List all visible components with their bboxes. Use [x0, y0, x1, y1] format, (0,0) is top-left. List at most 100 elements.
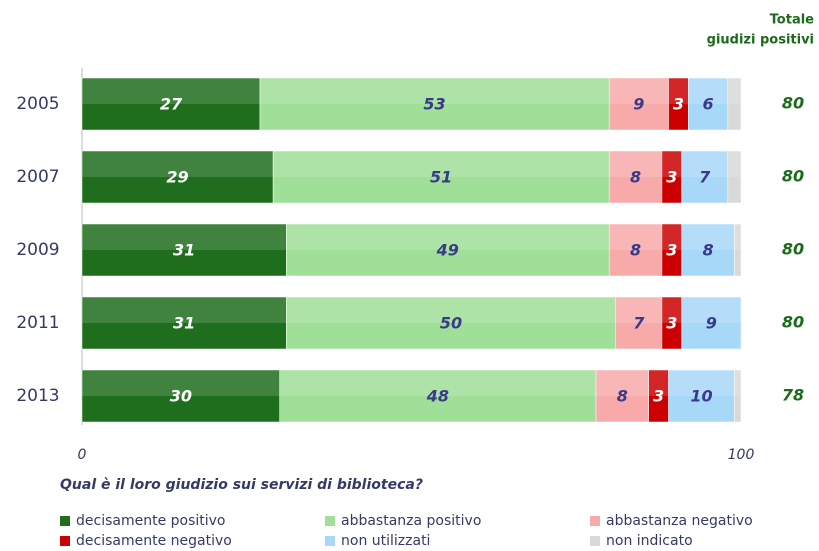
y-tick-label: 2013 — [16, 386, 59, 406]
data-label: 30 — [170, 387, 192, 406]
data-label: 3 — [673, 95, 684, 114]
bar-segment — [727, 77, 742, 131]
total-value: 78 — [782, 386, 804, 405]
bar-shade — [286, 224, 610, 250]
data-label: 31 — [173, 314, 195, 333]
legend-swatch — [60, 516, 70, 526]
bar-segment — [734, 223, 742, 277]
legend-label: decisamente negativo — [76, 533, 232, 549]
total-value: 80 — [782, 313, 804, 332]
bar-shade — [727, 151, 741, 177]
bar-shade — [279, 370, 597, 396]
data-label: 10 — [690, 387, 712, 406]
bar-shade — [609, 78, 669, 104]
bar-segment — [608, 223, 663, 277]
legend-label: decisamente positivo — [76, 513, 226, 529]
bar-shade — [273, 151, 610, 177]
total-value: 80 — [782, 167, 804, 186]
data-label: 6 — [702, 95, 713, 114]
bar-shade — [82, 224, 287, 250]
legend-label: abbastanza positivo — [341, 513, 481, 529]
bar-shade — [82, 370, 280, 396]
x-tick-label: 100 — [728, 447, 755, 463]
bar-segment — [286, 223, 610, 277]
y-tick-label: 2005 — [16, 94, 59, 114]
bar-segment — [81, 369, 280, 423]
legend-label: non indicato — [606, 533, 693, 549]
bar-shade — [668, 370, 735, 396]
bar-segment — [81, 77, 261, 131]
data-label: 48 — [426, 387, 449, 406]
legend-swatch — [60, 536, 70, 546]
y-tick-label: 2009 — [16, 240, 59, 260]
data-label: 27 — [160, 95, 183, 114]
data-label: 8 — [630, 168, 641, 187]
bar-shade — [82, 78, 260, 104]
bar-segment — [81, 150, 274, 204]
bar-shade — [609, 224, 662, 250]
legend-swatch — [590, 536, 600, 546]
bar-segment — [81, 223, 287, 277]
bar-segment — [272, 150, 610, 204]
bar-segment — [668, 369, 735, 423]
data-label: 3 — [653, 387, 664, 406]
bar-shade — [734, 224, 741, 250]
total-value: 80 — [782, 94, 804, 113]
bar-shade — [648, 370, 669, 396]
bar-shade — [82, 297, 287, 323]
bar-shade — [734, 370, 741, 396]
total-value: 80 — [782, 240, 804, 259]
bar-shade — [688, 78, 728, 104]
bar-shade — [681, 297, 741, 323]
totals-title: giudizi positivi — [707, 33, 814, 48]
legend-swatch — [325, 536, 335, 546]
bar-shade — [82, 151, 274, 177]
bar-segment — [81, 296, 287, 350]
bar-shade — [661, 297, 682, 323]
bar-shade — [596, 370, 649, 396]
data-label: 7 — [633, 314, 645, 333]
data-label: 3 — [666, 314, 677, 333]
data-label: 53 — [423, 95, 445, 114]
data-label: 8 — [617, 387, 628, 406]
x-tick-label: 0 — [78, 447, 87, 463]
legend-swatch — [590, 516, 600, 526]
bar-shade — [681, 151, 728, 177]
data-label: 8 — [630, 241, 641, 260]
data-label: 29 — [166, 168, 188, 187]
data-label: 49 — [436, 241, 459, 260]
legend-swatch — [325, 516, 335, 526]
bar-shade — [727, 78, 741, 104]
data-label: 9 — [633, 95, 644, 114]
data-label: 31 — [173, 241, 195, 260]
bar-segment — [615, 296, 663, 350]
bar-shade — [286, 297, 616, 323]
data-label: 3 — [666, 168, 677, 187]
data-label: 51 — [430, 168, 452, 187]
bar-shade — [609, 151, 662, 177]
y-tick-label: 2007 — [16, 167, 59, 187]
bar-segment — [279, 369, 597, 423]
bar-shade — [668, 78, 689, 104]
data-label: 50 — [440, 314, 462, 333]
bar-shade — [661, 224, 682, 250]
data-label: 9 — [706, 314, 717, 333]
data-label: 3 — [666, 241, 677, 260]
bar-shade — [259, 78, 610, 104]
totals-title: Totale — [770, 13, 815, 28]
bar-segment — [681, 223, 735, 277]
data-label: 8 — [702, 241, 713, 260]
legend-label: non utilizzati — [341, 533, 430, 549]
bar-segment — [688, 77, 729, 131]
bar-segment — [608, 77, 669, 131]
x-axis-label: Qual è il loro giudizio sui servizi di b… — [60, 477, 423, 493]
bar-segment — [595, 369, 649, 423]
bar-shade — [681, 224, 735, 250]
bar-shade — [661, 151, 682, 177]
bar-segment — [608, 150, 663, 204]
data-label: 7 — [699, 168, 711, 187]
y-tick-label: 2011 — [16, 313, 59, 333]
bar-segment — [727, 150, 742, 204]
bar-segment — [734, 369, 742, 423]
